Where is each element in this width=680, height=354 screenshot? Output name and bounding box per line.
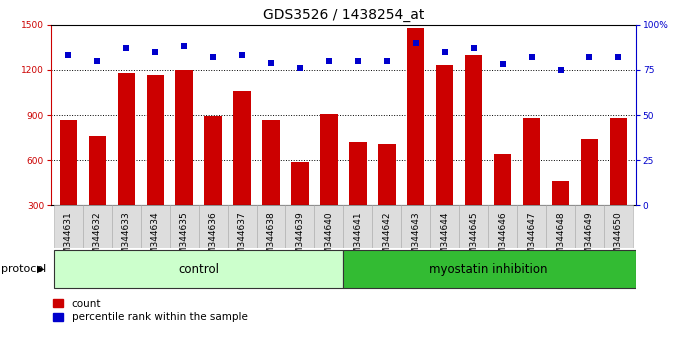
Bar [343,250,636,288]
Text: GSM344637: GSM344637 [237,212,247,267]
Bar [430,205,459,248]
Bar [494,154,511,205]
Point [410,40,421,46]
Text: GSM344633: GSM344633 [122,212,131,267]
Bar [146,75,164,205]
Text: GSM344632: GSM344632 [93,212,102,266]
Text: GSM344636: GSM344636 [209,212,218,267]
Text: control: control [178,263,219,275]
Bar [546,205,575,248]
Bar [378,144,396,205]
Point [439,49,450,55]
Bar [118,73,135,205]
Bar [373,205,401,248]
Point [294,65,305,71]
Text: myostatin inhibition: myostatin inhibition [429,263,547,275]
Point [555,67,566,73]
Text: ▶: ▶ [37,264,45,274]
Point [63,53,74,58]
Text: GSM344645: GSM344645 [469,212,478,266]
Point [526,55,537,60]
Point [266,60,277,65]
Bar [233,91,251,205]
Bar [465,55,482,205]
Bar [112,205,141,248]
Bar [60,120,77,205]
Point [352,58,363,64]
Point [207,55,218,60]
Text: GSM344646: GSM344646 [498,212,507,266]
Point [613,55,624,60]
Bar [88,136,106,205]
Text: GSM344642: GSM344642 [382,212,391,266]
Legend: count, percentile rank within the sample: count, percentile rank within the sample [53,299,248,322]
Bar [256,205,286,248]
Bar [552,181,569,205]
Point [469,45,479,51]
Bar [517,205,546,248]
Text: protocol: protocol [1,264,47,274]
Bar [83,205,112,248]
Bar [343,205,373,248]
Text: GSM344631: GSM344631 [64,212,73,267]
Bar [575,205,604,248]
Bar [54,250,343,288]
Title: GDS3526 / 1438254_at: GDS3526 / 1438254_at [262,8,424,22]
Bar [523,118,541,205]
Bar [141,205,170,248]
Point [150,49,160,55]
Bar [262,120,279,205]
Bar [407,28,424,205]
Text: GSM344650: GSM344650 [614,212,623,267]
Bar [170,205,199,248]
Point [324,58,335,64]
Text: GSM344644: GSM344644 [440,212,449,266]
Bar [604,205,633,248]
Text: GSM344643: GSM344643 [411,212,420,266]
Bar [581,139,598,205]
Bar [320,114,337,205]
Point [179,44,190,49]
Bar [350,142,367,205]
Text: GSM344635: GSM344635 [180,212,188,267]
Text: GSM344634: GSM344634 [151,212,160,266]
Bar [401,205,430,248]
Text: GSM344638: GSM344638 [267,212,275,267]
Bar [488,205,517,248]
Text: GSM344648: GSM344648 [556,212,565,266]
Bar [286,205,314,248]
Bar [291,162,309,205]
Point [584,55,595,60]
Bar [199,205,228,248]
Point [381,58,392,64]
Text: GSM344639: GSM344639 [296,212,305,267]
Bar [205,116,222,205]
Point [497,62,508,67]
Bar [314,205,343,248]
Bar [436,65,454,205]
Bar [459,205,488,248]
Text: GSM344647: GSM344647 [527,212,536,266]
Point [92,58,103,64]
Bar [610,118,627,205]
Point [237,53,248,58]
Text: GSM344641: GSM344641 [354,212,362,266]
Text: GSM344640: GSM344640 [324,212,333,266]
Bar [175,70,193,205]
Bar [54,205,83,248]
Bar [228,205,256,248]
Text: GSM344649: GSM344649 [585,212,594,266]
Point [121,45,132,51]
